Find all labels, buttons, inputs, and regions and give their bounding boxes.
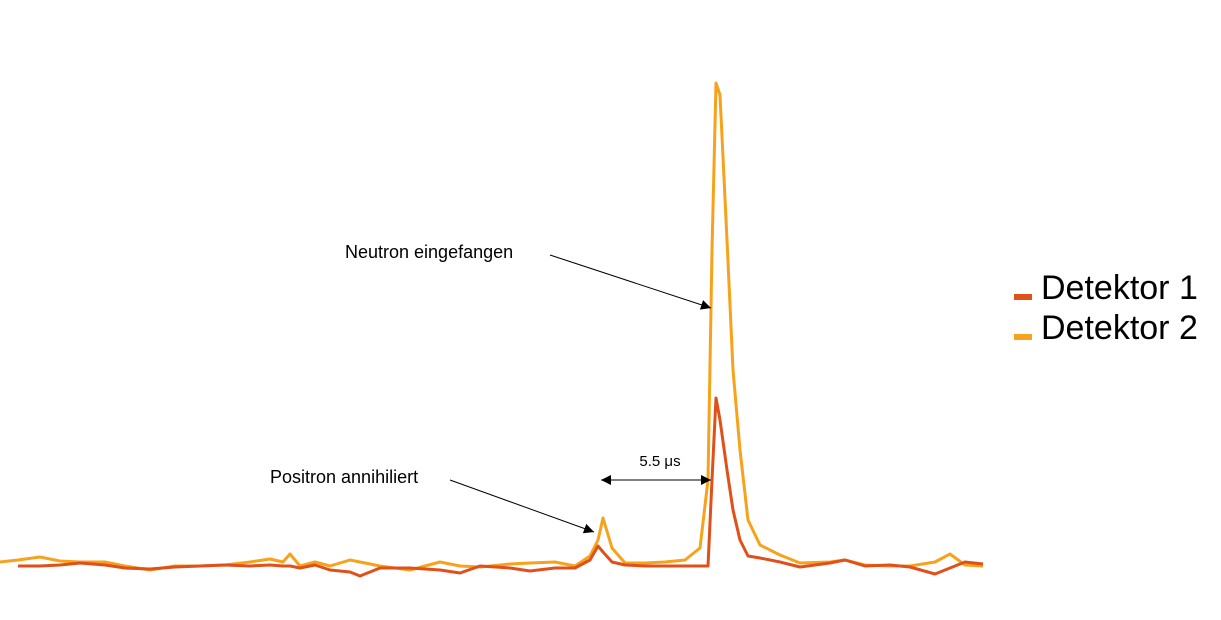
legend-label: Detektor 1 — [1041, 269, 1198, 307]
annotation: Positron annihiliert — [270, 467, 418, 487]
annotation-arrow — [549, 254, 712, 310]
annotation: Neutron eingefangen — [345, 242, 513, 262]
plot-area — [0, 81, 984, 578]
annotation: 5.5 μs — [639, 453, 680, 470]
line-series — [18, 396, 984, 578]
legend-label: Detektor 2 — [1041, 309, 1198, 347]
legend-marker — [1014, 294, 1032, 300]
legend-marker — [1014, 334, 1032, 340]
annotation-arrow — [449, 479, 595, 534]
line-series — [0, 81, 984, 572]
